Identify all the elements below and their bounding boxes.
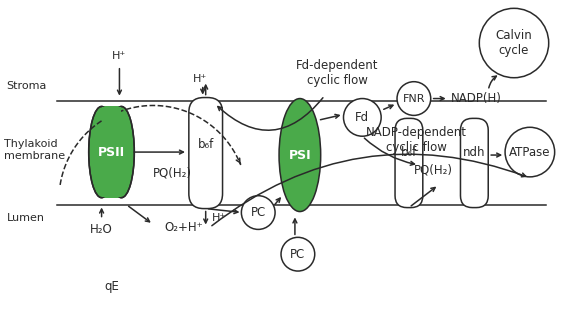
Ellipse shape bbox=[279, 99, 321, 212]
Text: qE: qE bbox=[104, 280, 119, 293]
Text: H⁺: H⁺ bbox=[211, 213, 226, 223]
Text: PSI: PSI bbox=[288, 148, 311, 162]
Ellipse shape bbox=[108, 107, 135, 198]
Circle shape bbox=[241, 196, 275, 229]
Text: H₂O: H₂O bbox=[90, 223, 113, 236]
Text: H⁺: H⁺ bbox=[112, 51, 127, 61]
FancyBboxPatch shape bbox=[461, 118, 488, 208]
Text: PQ(H₂): PQ(H₂) bbox=[414, 164, 453, 176]
Text: Calvin
cycle: Calvin cycle bbox=[496, 29, 532, 57]
Text: b₆f: b₆f bbox=[401, 146, 417, 159]
Circle shape bbox=[281, 237, 315, 271]
Text: NADP(H): NADP(H) bbox=[450, 92, 502, 105]
Text: Fd: Fd bbox=[355, 111, 369, 124]
Circle shape bbox=[344, 99, 381, 136]
Bar bbox=[101, 108, 121, 197]
Ellipse shape bbox=[89, 107, 115, 198]
Text: O₂+H⁺: O₂+H⁺ bbox=[164, 221, 203, 234]
Text: ATPase: ATPase bbox=[509, 146, 551, 158]
Text: FNR: FNR bbox=[402, 94, 425, 104]
Text: Fd-dependent
cyclic flow: Fd-dependent cyclic flow bbox=[296, 59, 379, 87]
Text: H⁺: H⁺ bbox=[193, 74, 207, 84]
Text: Stroma: Stroma bbox=[6, 80, 47, 91]
Text: NADP-dependent
cyclic flow: NADP-dependent cyclic flow bbox=[367, 126, 467, 154]
FancyBboxPatch shape bbox=[395, 118, 423, 208]
Text: Lumen: Lumen bbox=[6, 213, 44, 223]
Bar bbox=[101, 107, 121, 198]
FancyBboxPatch shape bbox=[189, 98, 222, 209]
Circle shape bbox=[505, 127, 555, 177]
Text: Thylakoid
membrane: Thylakoid membrane bbox=[5, 139, 66, 161]
Circle shape bbox=[397, 82, 431, 115]
Circle shape bbox=[479, 8, 549, 78]
Text: PC: PC bbox=[290, 248, 306, 261]
Text: PSII: PSII bbox=[98, 146, 125, 158]
Text: PQ(H₂): PQ(H₂) bbox=[153, 166, 192, 179]
Text: ndh: ndh bbox=[463, 146, 486, 159]
Text: PC: PC bbox=[251, 206, 266, 219]
Text: b₆f: b₆f bbox=[198, 138, 214, 151]
